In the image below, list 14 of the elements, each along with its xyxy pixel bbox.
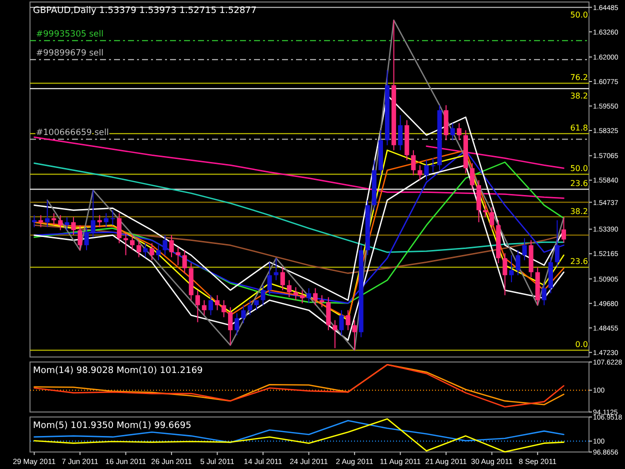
annotation: 76.2 bbox=[570, 73, 588, 82]
annotation: 38.2 bbox=[570, 92, 588, 101]
annotation: 50.0 bbox=[570, 10, 588, 20]
annotation: 0.0 bbox=[575, 340, 588, 350]
annotation: 38.2 bbox=[570, 206, 588, 216]
annotation: 50.0 bbox=[570, 164, 588, 174]
annotation: 23.6 bbox=[570, 257, 588, 266]
text: Mom(14) 98.9028 Mom(10) 101.2169 bbox=[33, 366, 204, 376]
annotation: 23.6 bbox=[570, 179, 588, 188]
ref-line-label: #99899679 sell bbox=[36, 48, 104, 59]
chart-title: Mom(5) 101.9350 Mom(1) 99.6695 bbox=[33, 421, 192, 431]
ref-line-label: #99935305 sell bbox=[36, 30, 104, 40]
annotation: 61.8 bbox=[570, 124, 588, 133]
chart-title: GBPAUD,Daily 1.53379 1.53973 1.52715 1.52877 bbox=[33, 6, 257, 16]
